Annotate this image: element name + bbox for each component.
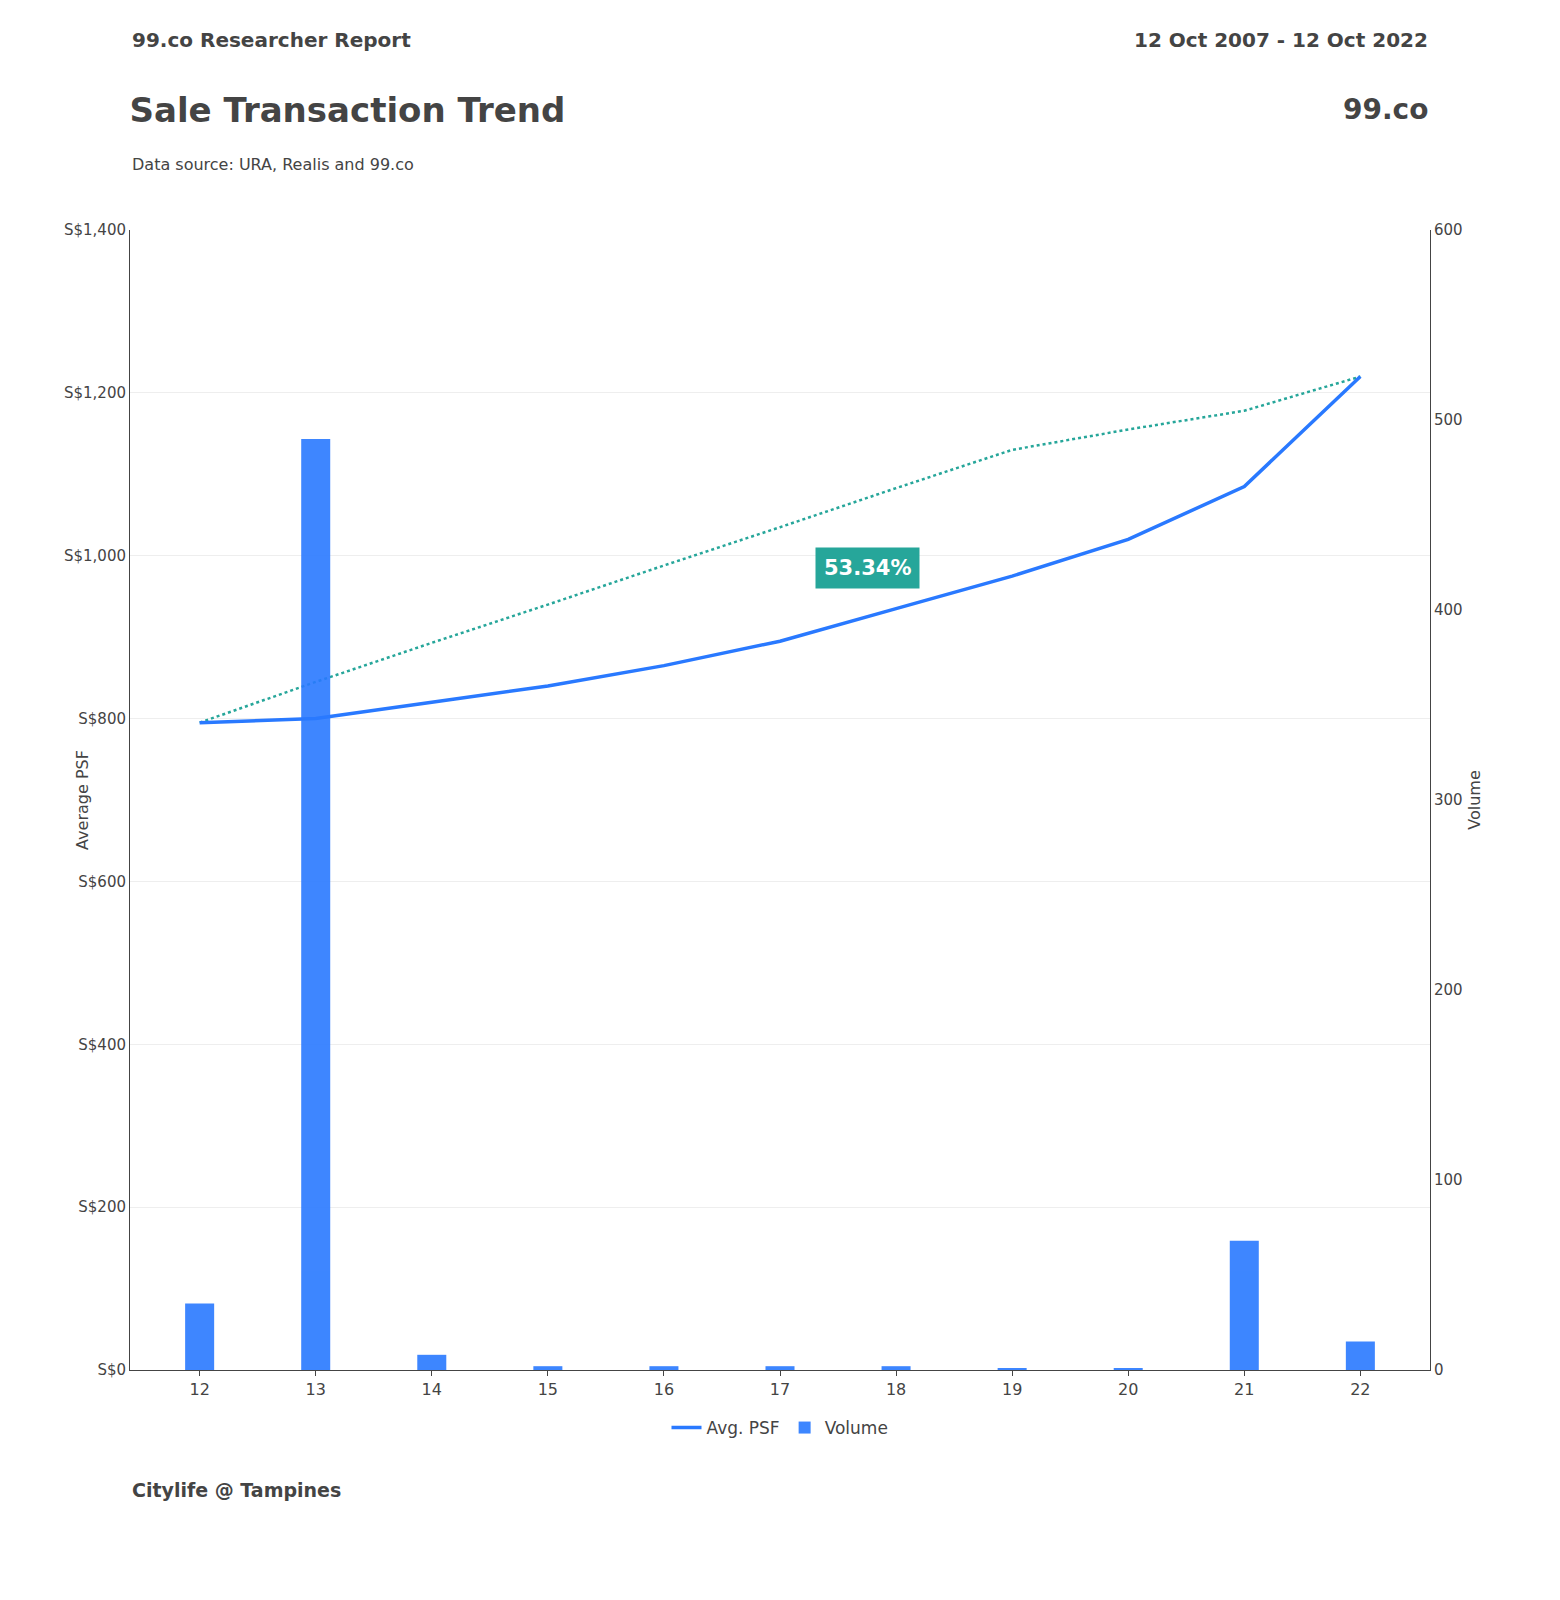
svg-text:S$200: S$200 [78, 1198, 126, 1216]
svg-text:S$800: S$800 [78, 710, 126, 728]
svg-text:Volume: Volume [825, 1418, 888, 1438]
svg-text:Citylife @ Tampines: Citylife @ Tampines [132, 1479, 341, 1501]
svg-text:Avg. PSF: Avg. PSF [707, 1418, 780, 1438]
svg-text:S$400: S$400 [78, 1036, 126, 1054]
svg-text:S$1,200: S$1,200 [64, 384, 126, 402]
svg-text:17: 17 [770, 1380, 790, 1399]
svg-text:600: 600 [1434, 221, 1463, 239]
svg-text:S$1,000: S$1,000 [64, 547, 126, 565]
svg-text:15: 15 [538, 1380, 558, 1399]
svg-text:Average PSF: Average PSF [73, 750, 92, 850]
svg-text:53.34%: 53.34% [824, 556, 911, 580]
svg-text:500: 500 [1434, 411, 1463, 429]
svg-text:100: 100 [1434, 1171, 1463, 1189]
svg-text:12: 12 [189, 1380, 209, 1399]
svg-text:16: 16 [654, 1380, 674, 1399]
svg-text:13: 13 [306, 1380, 326, 1399]
svg-text:12 Oct 2007 - 12 Oct 2022: 12 Oct 2007 - 12 Oct 2022 [1134, 28, 1428, 52]
svg-text:19: 19 [1002, 1380, 1022, 1399]
svg-text:Data source: URA, Realis and 9: Data source: URA, Realis and 99.co [132, 155, 414, 174]
svg-text:22: 22 [1350, 1380, 1370, 1399]
svg-text:0: 0 [1434, 1361, 1444, 1379]
svg-text:Volume: Volume [1465, 770, 1484, 830]
svg-text:21: 21 [1234, 1380, 1254, 1399]
svg-text:Sale Transaction Trend: Sale Transaction Trend [129, 90, 565, 130]
svg-text:400: 400 [1434, 601, 1463, 619]
svg-text:18: 18 [886, 1380, 906, 1399]
svg-text:200: 200 [1434, 981, 1463, 999]
svg-text:20: 20 [1118, 1380, 1138, 1399]
svg-text:99.co Researcher Report: 99.co Researcher Report [132, 28, 411, 52]
svg-text:S$0: S$0 [97, 1361, 126, 1379]
svg-text:14: 14 [422, 1380, 442, 1399]
svg-text:S$600: S$600 [78, 873, 126, 891]
svg-text:S$1,400: S$1,400 [64, 221, 126, 239]
svg-text:99.co: 99.co [1343, 93, 1428, 126]
svg-text:300: 300 [1434, 791, 1463, 809]
